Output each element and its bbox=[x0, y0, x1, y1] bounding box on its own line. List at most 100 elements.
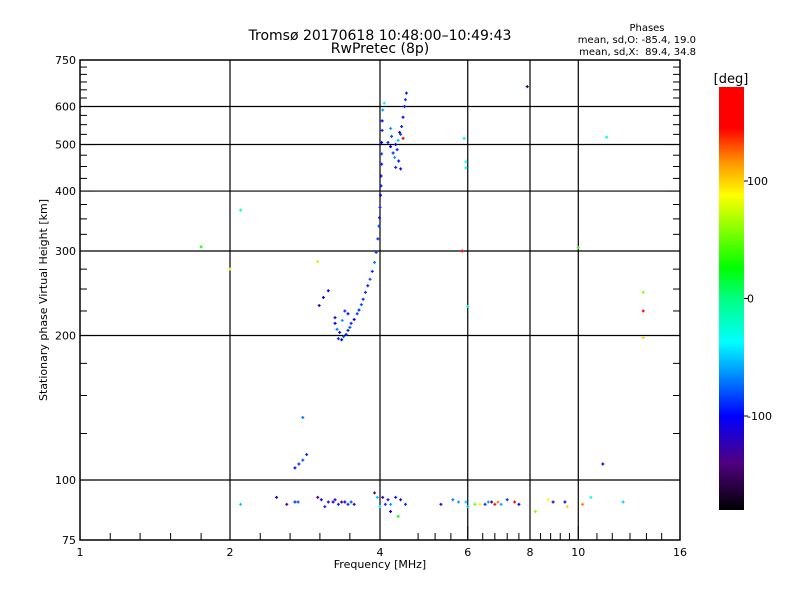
data-point bbox=[239, 208, 243, 212]
x-tick-label: 16 bbox=[673, 546, 687, 559]
data-point bbox=[316, 495, 320, 499]
data-point bbox=[373, 260, 377, 264]
data-point bbox=[457, 500, 461, 504]
data-point bbox=[576, 246, 580, 250]
y-tick-label: 750 bbox=[55, 54, 76, 67]
data-point bbox=[305, 453, 309, 457]
data-point bbox=[451, 498, 455, 502]
data-point bbox=[525, 85, 529, 89]
data-point bbox=[340, 338, 344, 342]
data-point bbox=[473, 502, 477, 506]
data-point bbox=[462, 136, 466, 140]
data-point bbox=[378, 505, 382, 509]
data-point bbox=[370, 269, 374, 273]
colorbar-tick-label: -100 bbox=[747, 410, 772, 423]
data-point bbox=[505, 498, 509, 502]
data-point bbox=[343, 309, 347, 313]
data-point bbox=[376, 237, 380, 241]
data-point bbox=[399, 498, 403, 502]
stats-title: Phases bbox=[629, 23, 664, 34]
stats-o-mode: mean, sd,O: -85.4, 19.0 bbox=[578, 35, 696, 46]
x-axis-label: Frequency [MHz] bbox=[334, 558, 426, 571]
data-point bbox=[641, 290, 645, 294]
data-point bbox=[373, 491, 377, 495]
data-point bbox=[333, 316, 337, 320]
data-point bbox=[581, 502, 585, 506]
data-point bbox=[293, 466, 297, 470]
data-point bbox=[464, 160, 468, 164]
data-point bbox=[394, 143, 398, 147]
y-tick-label: 400 bbox=[55, 185, 76, 198]
data-point bbox=[301, 415, 305, 419]
data-point bbox=[340, 500, 344, 504]
y-tick-label: 300 bbox=[55, 245, 76, 258]
data-point bbox=[490, 500, 494, 504]
data-point bbox=[340, 318, 344, 322]
data-point bbox=[359, 303, 363, 307]
y-tick-label: 600 bbox=[55, 101, 76, 114]
data-point bbox=[349, 500, 353, 504]
x-tick-label: 6 bbox=[464, 546, 471, 559]
data-point bbox=[493, 502, 497, 506]
data-point bbox=[352, 317, 356, 321]
data-point bbox=[563, 500, 567, 504]
data-point bbox=[389, 509, 393, 513]
data-point bbox=[464, 500, 468, 504]
data-point bbox=[403, 105, 407, 109]
data-point bbox=[344, 332, 348, 336]
data-point bbox=[466, 505, 470, 509]
data-point bbox=[336, 337, 340, 341]
data-point bbox=[361, 297, 365, 301]
y-tick-label: 100 bbox=[55, 474, 76, 487]
data-point bbox=[397, 159, 401, 163]
data-point bbox=[478, 502, 482, 506]
data-point bbox=[317, 303, 321, 307]
data-point bbox=[275, 495, 279, 499]
data-point bbox=[338, 330, 342, 334]
data-point bbox=[377, 216, 381, 220]
data-point bbox=[355, 312, 359, 316]
data-point bbox=[323, 505, 327, 509]
data-point bbox=[352, 502, 356, 506]
data-point bbox=[383, 502, 387, 506]
grid-lines bbox=[80, 60, 680, 540]
data-point bbox=[381, 108, 385, 112]
data-point bbox=[390, 134, 394, 138]
data-point bbox=[380, 128, 384, 132]
x-tick-label: 8 bbox=[527, 546, 534, 559]
data-point bbox=[380, 119, 384, 123]
data-point bbox=[464, 166, 468, 170]
data-point bbox=[391, 151, 395, 155]
data-point bbox=[293, 500, 297, 504]
data-point bbox=[395, 148, 399, 152]
data-point bbox=[346, 312, 350, 316]
data-point bbox=[513, 500, 517, 504]
colorbar bbox=[719, 87, 744, 510]
data-point bbox=[363, 290, 367, 294]
data-point bbox=[199, 245, 203, 249]
data-point bbox=[316, 260, 320, 264]
data-point bbox=[343, 500, 347, 504]
data-point bbox=[346, 328, 350, 332]
data-point bbox=[403, 502, 407, 506]
data-point bbox=[228, 267, 232, 271]
data-point bbox=[377, 224, 381, 228]
colorbar-tick-label: 0 bbox=[747, 293, 754, 306]
data-point bbox=[336, 502, 340, 506]
data-point bbox=[239, 502, 243, 506]
data-point bbox=[641, 336, 645, 340]
data-point bbox=[386, 498, 390, 502]
x-tick-label: 10 bbox=[571, 546, 585, 559]
x-tick-label: 2 bbox=[227, 546, 234, 559]
axis-ticks: 1 2 4 6 8 10 16 75 100 200 300 400 500 600 750 bbox=[55, 54, 687, 559]
data-point bbox=[380, 162, 384, 166]
colorbar-ticks: 100 0 -100 bbox=[744, 175, 772, 423]
data-point bbox=[394, 495, 398, 499]
data-point bbox=[486, 500, 490, 504]
data-point bbox=[378, 205, 382, 209]
data-point bbox=[379, 184, 383, 188]
data-point bbox=[403, 98, 407, 102]
data-point bbox=[404, 91, 408, 95]
